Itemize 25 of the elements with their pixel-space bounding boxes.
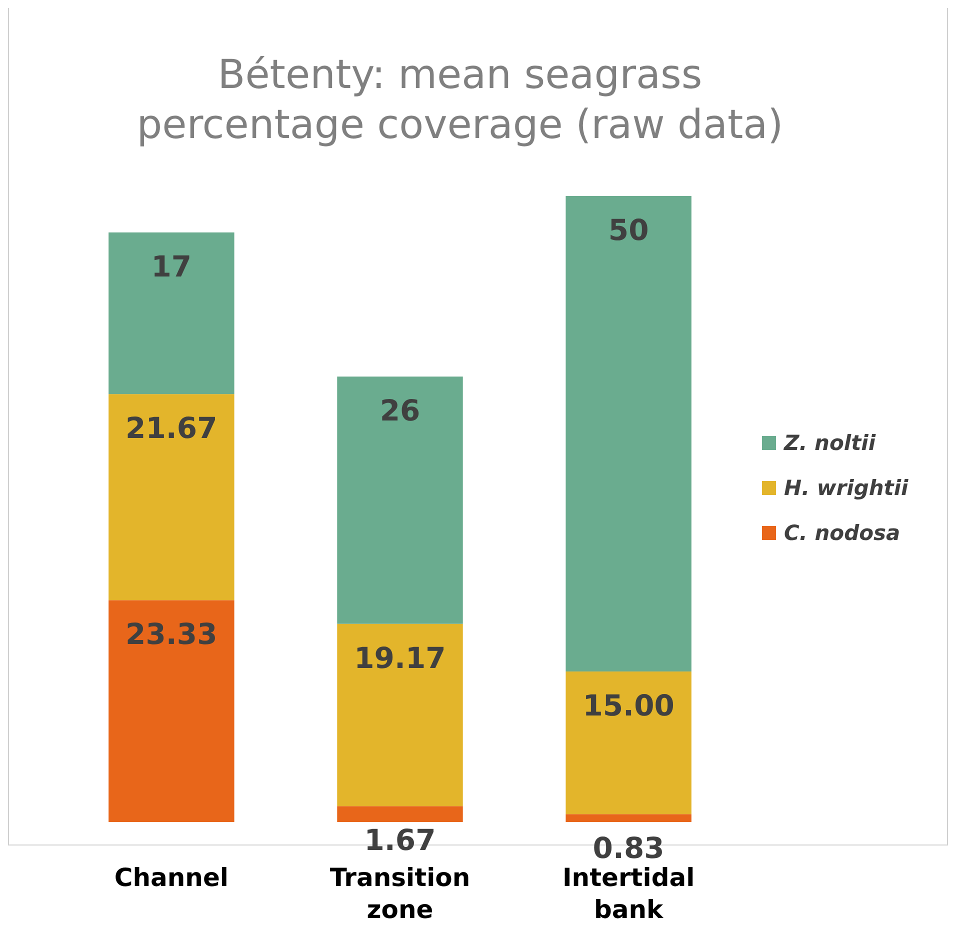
bar: [566, 814, 692, 822]
bar: [108, 600, 234, 822]
data-label: 50: [608, 213, 649, 247]
bar: [566, 196, 692, 672]
data-label: 15.00: [582, 688, 674, 722]
bar: [337, 806, 463, 822]
data-label: 17: [151, 249, 192, 284]
data-label: 26: [380, 394, 420, 428]
legend-label: C. nodosa: [784, 521, 900, 545]
data-label: 0.83: [592, 831, 664, 866]
bar: [108, 394, 234, 600]
bar: [108, 232, 234, 394]
data-label: 23.33: [126, 617, 218, 652]
legend-label: Z. noltii: [783, 431, 876, 455]
x-tick-label: Intertidal bank: [562, 863, 695, 924]
x-tick-label: Channel: [114, 863, 228, 892]
bar: [566, 671, 692, 814]
chart-title: Bétenty: mean seagrass percentage coverage (raw data): [136, 52, 784, 148]
bar: [337, 624, 463, 806]
legend-label: H. wrightii: [784, 476, 910, 500]
data-label: 19.17: [354, 640, 446, 675]
data-label: 21.67: [126, 411, 218, 446]
x-tick-label: Transition zone: [330, 863, 470, 924]
bar: [337, 376, 463, 624]
data-label: 1.67: [364, 823, 436, 858]
